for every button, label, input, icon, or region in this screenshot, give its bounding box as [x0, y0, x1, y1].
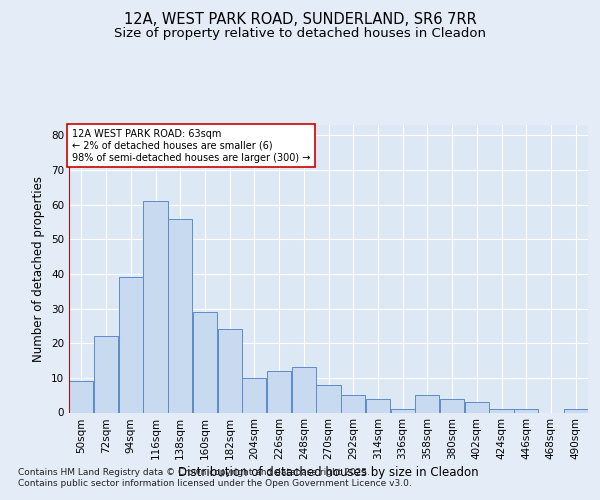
Bar	[242, 378, 266, 412]
Bar	[514, 409, 538, 412]
Bar	[143, 201, 167, 412]
X-axis label: Distribution of detached houses by size in Cleadon: Distribution of detached houses by size …	[178, 466, 479, 479]
Bar	[316, 385, 341, 412]
Bar	[341, 395, 365, 412]
Text: 12A, WEST PARK ROAD, SUNDERLAND, SR6 7RR: 12A, WEST PARK ROAD, SUNDERLAND, SR6 7RR	[124, 12, 476, 28]
Bar	[563, 409, 588, 412]
Text: Size of property relative to detached houses in Cleadon: Size of property relative to detached ho…	[114, 28, 486, 40]
Bar	[391, 409, 415, 412]
Bar	[415, 395, 439, 412]
Text: 12A WEST PARK ROAD: 63sqm
← 2% of detached houses are smaller (6)
98% of semi-de: 12A WEST PARK ROAD: 63sqm ← 2% of detach…	[71, 130, 310, 162]
Bar	[292, 368, 316, 412]
Bar	[490, 409, 514, 412]
Bar	[119, 278, 143, 412]
Bar	[267, 371, 291, 412]
Bar	[440, 398, 464, 412]
Bar	[366, 398, 390, 412]
Bar	[193, 312, 217, 412]
Bar	[168, 218, 193, 412]
Bar	[94, 336, 118, 412]
Bar	[218, 330, 242, 412]
Y-axis label: Number of detached properties: Number of detached properties	[32, 176, 46, 362]
Bar	[464, 402, 489, 412]
Text: Contains HM Land Registry data © Crown copyright and database right 2025.
Contai: Contains HM Land Registry data © Crown c…	[18, 468, 412, 487]
Bar	[69, 382, 94, 412]
